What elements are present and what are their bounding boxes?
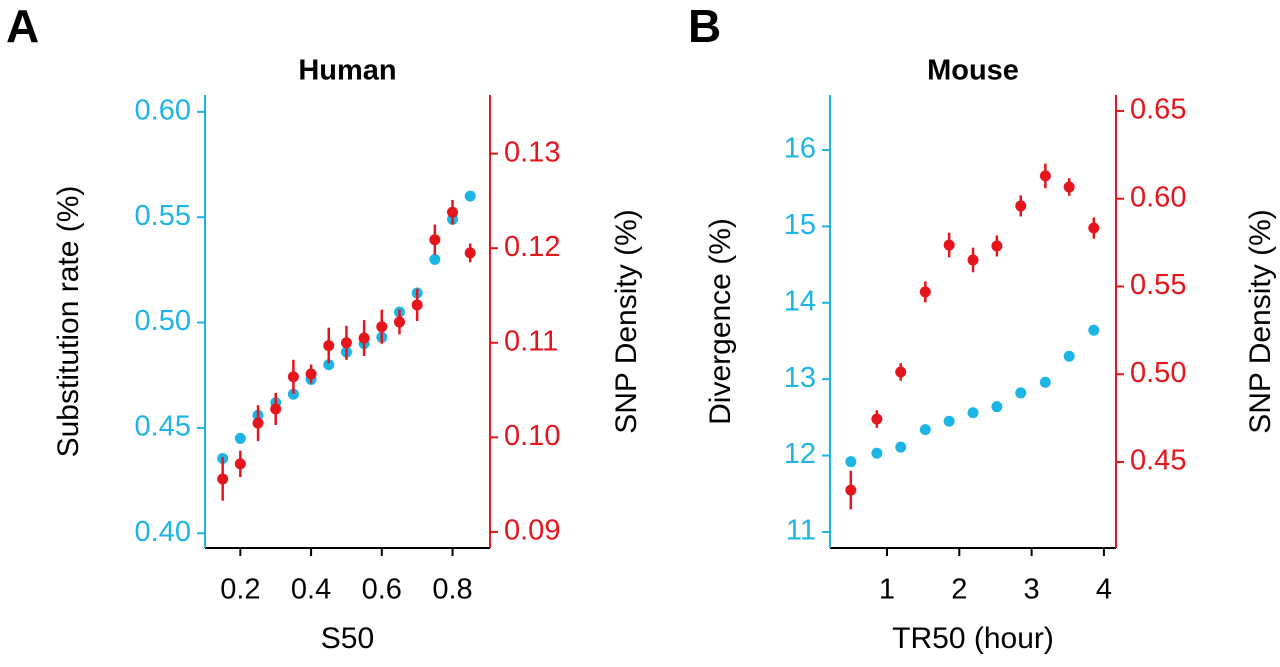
point — [919, 286, 931, 298]
point — [871, 413, 883, 425]
y-tick-label: 0.45 — [135, 411, 191, 443]
y-tick-label: 13 — [784, 362, 816, 394]
y2-tick-label: 0.65 — [1130, 94, 1186, 126]
point — [967, 254, 979, 266]
y-tick-label: 14 — [784, 285, 816, 317]
point — [393, 316, 405, 328]
y2-tick-label: 0.12 — [504, 231, 560, 263]
point — [323, 340, 335, 352]
point — [871, 447, 883, 459]
y2-tick-label: 0.11 — [504, 325, 558, 357]
y-tick-label: 16 — [784, 133, 816, 165]
point — [358, 332, 370, 344]
y2-tick-label: 0.50 — [1130, 357, 1186, 389]
chart-title: Human — [298, 55, 396, 87]
point — [323, 359, 335, 371]
point — [252, 417, 264, 429]
x-tick-label: 1 — [879, 574, 895, 606]
x-tick-label: 3 — [1024, 574, 1040, 606]
point — [340, 337, 352, 349]
x-tick-label: 4 — [1096, 574, 1112, 606]
y-tick-label: 15 — [784, 209, 816, 241]
y2-tick-label: 0.45 — [1130, 445, 1186, 477]
point — [991, 240, 1003, 252]
panel-label: B — [688, 0, 721, 52]
y2-tick-label: 0.09 — [504, 515, 560, 547]
point — [943, 415, 955, 427]
x-tick-label: 0.8 — [432, 574, 472, 606]
point — [1039, 376, 1051, 388]
point — [895, 366, 907, 378]
point — [1039, 170, 1051, 182]
point — [845, 456, 857, 468]
point — [919, 424, 931, 436]
point — [429, 253, 441, 265]
x-axis-title: TR50 (hour) — [892, 622, 1054, 655]
point — [1015, 200, 1027, 212]
point — [270, 403, 282, 415]
x-tick-label: 0.2 — [220, 574, 260, 606]
y-tick-label: 0.60 — [135, 95, 191, 127]
point — [411, 299, 423, 311]
y2-tick-label: 0.10 — [504, 420, 560, 452]
x-axis-title: S50 — [321, 622, 374, 655]
x-tick-label: 0.4 — [291, 574, 331, 606]
y2-tick-label: 0.55 — [1130, 269, 1186, 301]
point — [447, 206, 459, 218]
point — [464, 247, 476, 259]
y2-axis-title: SNP Density (%) — [1244, 209, 1277, 434]
point — [234, 432, 246, 444]
point — [305, 368, 317, 380]
point — [429, 234, 441, 246]
x-tick-label: 2 — [951, 574, 967, 606]
chart-title: Mouse — [927, 55, 1019, 87]
y-tick-label: 0.40 — [135, 516, 191, 548]
point — [1015, 387, 1027, 399]
y-tick-label: 12 — [784, 438, 816, 470]
point — [943, 239, 955, 251]
point — [991, 401, 1003, 413]
point — [287, 388, 299, 400]
point — [1063, 181, 1075, 193]
y2-tick-label: 0.13 — [504, 136, 560, 168]
point — [217, 473, 229, 485]
point — [1088, 324, 1100, 336]
point — [1088, 222, 1100, 234]
point — [464, 190, 476, 202]
point — [967, 407, 979, 419]
y2-axis-title: SNP Density (%) — [610, 209, 643, 434]
y-axis-title: Substitution rate (%) — [52, 186, 85, 458]
y-tick-label: 0.55 — [135, 200, 191, 232]
point — [376, 321, 388, 333]
point — [234, 458, 246, 470]
point — [895, 441, 907, 453]
point — [845, 484, 857, 496]
y-tick-label: 11 — [786, 515, 816, 547]
y2-tick-label: 0.60 — [1130, 181, 1186, 213]
point — [1063, 350, 1075, 362]
x-tick-label: 0.6 — [362, 574, 402, 606]
y-axis-title: Divergence (%) — [704, 218, 737, 425]
y-tick-label: 0.50 — [135, 305, 191, 337]
panel-label: A — [6, 0, 39, 52]
point — [287, 371, 299, 383]
